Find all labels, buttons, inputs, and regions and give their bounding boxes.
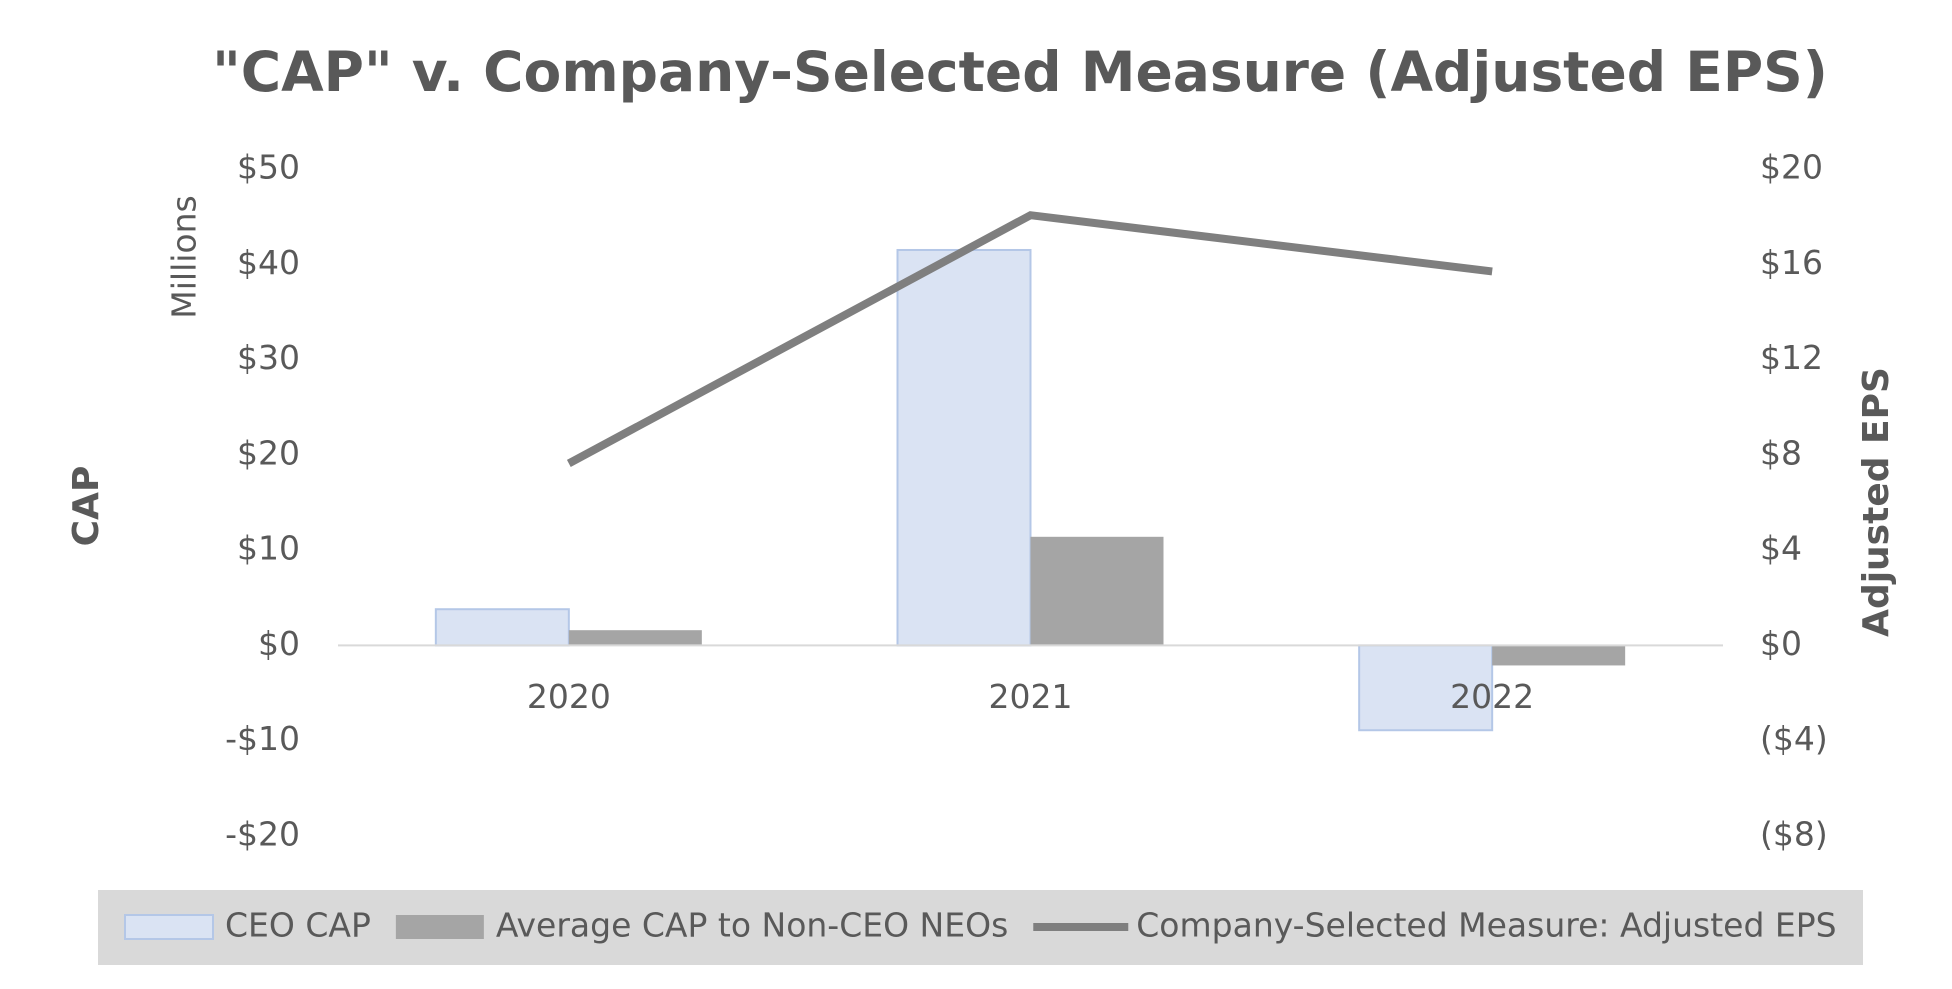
bar	[1030, 536, 1164, 646]
chart-title: "CAP" v. Company-Selected Measure (Adjus…	[212, 40, 1828, 104]
y-tick-label: -$20	[225, 815, 300, 854]
y2-axis-title: Adjusted EPS	[1856, 367, 1897, 637]
y-tick-label: $30	[237, 338, 300, 377]
legend-label: Company-Selected Measure: Adjusted EPS	[1136, 906, 1836, 945]
legend-swatch	[395, 915, 484, 939]
bar	[1358, 644, 1494, 732]
y-tick-label: $0	[258, 624, 300, 663]
bar	[1492, 645, 1626, 666]
y2-tick-label: $8	[1760, 433, 1802, 472]
y2-tick-label: $20	[1760, 148, 1823, 187]
bar	[434, 608, 570, 647]
legend-label: CEO CAP	[225, 906, 371, 945]
legend-background	[98, 890, 1863, 965]
bar	[896, 248, 1032, 647]
y2-tick-label: $0	[1760, 624, 1802, 663]
bar	[568, 630, 702, 646]
y-tick-label: $50	[237, 148, 300, 187]
x-tick-label: 2022	[1450, 677, 1534, 716]
y2-tick-label: ($8)	[1760, 815, 1828, 854]
x-tick-label: 2020	[527, 677, 611, 716]
legend-swatch	[124, 914, 214, 940]
line	[566, 211, 1493, 467]
y-tick-label: $20	[237, 433, 300, 472]
y-tick-label: $10	[237, 529, 300, 568]
y-tick-label: -$10	[225, 719, 300, 758]
y2-tick-label: $4	[1760, 529, 1802, 568]
legend-label: Average CAP to Non-CEO NEOs	[496, 906, 1008, 945]
y-axis-title: CAP	[66, 466, 107, 547]
y2-tick-label: $16	[1760, 243, 1823, 282]
y2-tick-label: ($4)	[1760, 719, 1828, 758]
y-axis-unit: Millions	[165, 195, 204, 318]
x-tick-label: 2021	[989, 677, 1073, 716]
y2-tick-label: $12	[1760, 338, 1823, 377]
y-tick-label: $40	[237, 243, 300, 282]
